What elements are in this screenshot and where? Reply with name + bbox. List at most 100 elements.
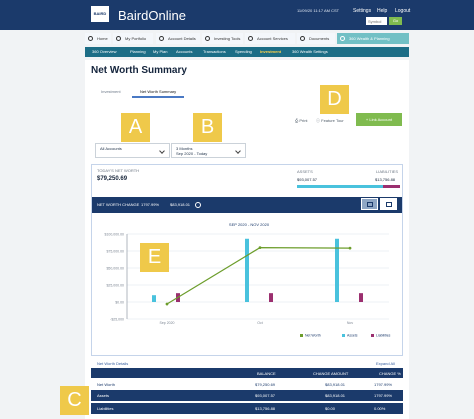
briefcase-icon xyxy=(116,36,121,41)
today-net-worth-value: $79,250.69 xyxy=(97,176,128,182)
net-worth-point xyxy=(258,246,262,249)
net-worth-chart: SEP 2020 - NOV 2020 -$25,000 $0.00 $25,000… xyxy=(105,222,391,338)
legend-swatch xyxy=(300,334,303,337)
subnav-accounts[interactable]: Accounts xyxy=(176,49,193,54)
legend-swatch xyxy=(371,334,374,337)
home-icon xyxy=(88,36,93,41)
chart-title: SEP 2020 - NOV 2020 xyxy=(229,222,270,227)
legend-swatch xyxy=(342,334,345,337)
net-worth-details-title: Net Worth Details xyxy=(97,361,129,366)
assets-label: ASSETS xyxy=(297,169,313,174)
subnav-my-plan[interactable]: My Plan xyxy=(153,49,168,54)
chart-view-icon xyxy=(367,202,373,207)
callout-b: B xyxy=(193,113,222,142)
x-tick-label: Nov xyxy=(347,321,353,325)
subnav-spending[interactable]: Spending xyxy=(235,49,252,54)
net-worth-change-percent: 1797.99% xyxy=(141,202,160,207)
top-header xyxy=(0,0,474,30)
tab-investment[interactable]: Investment xyxy=(101,89,121,94)
assets-bar xyxy=(245,238,249,302)
expand-all-link[interactable]: Expand All xyxy=(376,361,395,366)
chart-grid: -$25,000 $0.00 $25,000.00 $50,000.00 $75,000… xyxy=(105,233,389,322)
nav-360-wealth-planning[interactable]: 360 Wealth & Planning xyxy=(337,33,409,44)
nav-my-portfolio[interactable]: My Portfolio xyxy=(113,33,153,44)
net-worth-change-amount: $83,918.01 xyxy=(170,202,191,207)
nav-home[interactable]: Home xyxy=(85,33,111,44)
net-worth-change-label: NET WORTH CHANGE xyxy=(97,202,140,207)
liabilities-bar xyxy=(359,293,363,302)
liabilities-value: $13,756.88 xyxy=(375,177,396,182)
subnav-investment[interactable]: Investment xyxy=(260,49,282,54)
liabilities-share-bar xyxy=(383,185,400,188)
liabilities-label: LIABILITIES xyxy=(376,169,399,174)
chevron-down-icon xyxy=(159,148,165,154)
chart-legend: Net Worth Assets Liabilities xyxy=(300,334,391,338)
list-view-button[interactable] xyxy=(380,198,397,210)
table-row[interactable]: Net Worth $79,250.69 $83,918.01 1797.99% xyxy=(91,379,403,390)
help-link[interactable]: Help xyxy=(377,8,388,14)
sub-navigation xyxy=(85,47,409,57)
y-tick-label: -$25,000 xyxy=(110,318,124,322)
search-go-button[interactable]: Go xyxy=(389,17,402,25)
subnav-360-wealth-settings[interactable]: 360 Wealth Settings xyxy=(292,49,328,54)
liabilities-bar xyxy=(269,293,273,302)
date-range-select[interactable]: 3 Months Sep 2020 - Today xyxy=(171,143,246,158)
x-tick-label: Oct xyxy=(257,321,262,325)
app-name: BairdOnline xyxy=(118,8,186,23)
x-tick-label: Sep 2020 xyxy=(160,321,175,325)
subnav-transactions[interactable]: Transactions xyxy=(203,49,226,54)
callout-a: A xyxy=(121,113,150,142)
assets-bar xyxy=(152,295,156,302)
nav-investing-tools[interactable]: Investing Tools xyxy=(202,33,243,44)
info-icon[interactable] xyxy=(195,202,201,208)
callout-c: C xyxy=(60,386,89,415)
legend-label: Liabilities xyxy=(376,334,391,338)
table-row[interactable]: Assets $93,007.57 $83,918.01 1797.99% xyxy=(91,390,403,401)
subnav-planning[interactable]: Planning xyxy=(130,49,146,54)
change-amount-header: CHANGE AMOUNT xyxy=(313,371,349,376)
chart-icon xyxy=(340,36,345,41)
list-view-icon xyxy=(386,202,392,207)
callout-d: D xyxy=(320,85,349,114)
question-icon: ⓘ xyxy=(316,118,322,123)
legend-label: Assets xyxy=(347,334,358,338)
print-button[interactable]: ⎙ Print xyxy=(295,118,308,123)
plus-icon: + xyxy=(365,117,370,122)
details-table-header xyxy=(91,368,403,378)
grid-icon xyxy=(205,36,210,41)
balance-header: BALANCE xyxy=(257,371,276,376)
symbol-search-input[interactable] xyxy=(366,17,387,25)
folder-icon xyxy=(300,36,305,41)
assets-bar xyxy=(335,238,339,302)
y-tick-label: $50,000.00 xyxy=(106,267,124,271)
net-worth-point xyxy=(165,302,169,306)
today-net-worth-label: TODAY'S NET WORTH xyxy=(97,168,140,173)
chart-view-button[interactable] xyxy=(361,198,378,210)
chart-header xyxy=(92,197,402,213)
logout-link[interactable]: Logout xyxy=(395,8,411,14)
printer-icon: ⎙ xyxy=(295,118,300,123)
link-account-button[interactable]: + Link Account xyxy=(356,113,402,126)
legend-label: Net Worth xyxy=(305,334,321,338)
net-worth-line xyxy=(166,246,351,305)
y-tick-label: $100,000.00 xyxy=(105,233,125,237)
timestamp: 11/09/20 11:17 AM CST xyxy=(297,8,340,13)
nav-account-details[interactable]: Account Details xyxy=(156,33,200,44)
feature-tour-button[interactable]: ⓘ Feature Tour xyxy=(316,118,344,123)
subnav-360-overview[interactable]: 360 Overview xyxy=(92,49,117,54)
assets-share-bar xyxy=(297,185,383,188)
y-tick-label: $75,000.00 xyxy=(106,250,124,254)
nav-account-services[interactable]: Account Services xyxy=(245,33,295,44)
nav-documents[interactable]: Documents xyxy=(297,33,335,44)
gear-icon xyxy=(248,36,253,41)
document-icon xyxy=(159,36,164,41)
settings-link[interactable]: Settings xyxy=(353,8,372,14)
net-worth-point xyxy=(348,246,352,250)
y-tick-label: $25,000.00 xyxy=(106,284,124,288)
tab-net-worth-summary[interactable]: Net Worth Summary xyxy=(132,86,185,98)
chart-labels: Sep 2020 Oct Nov xyxy=(160,321,354,325)
callout-e: E xyxy=(140,243,169,272)
chart-line xyxy=(165,246,352,306)
table-row[interactable]: Liabilities $13,756.88 $0.00 0.00% xyxy=(91,403,403,414)
account-filter-select[interactable]: All Accounts xyxy=(95,143,170,158)
